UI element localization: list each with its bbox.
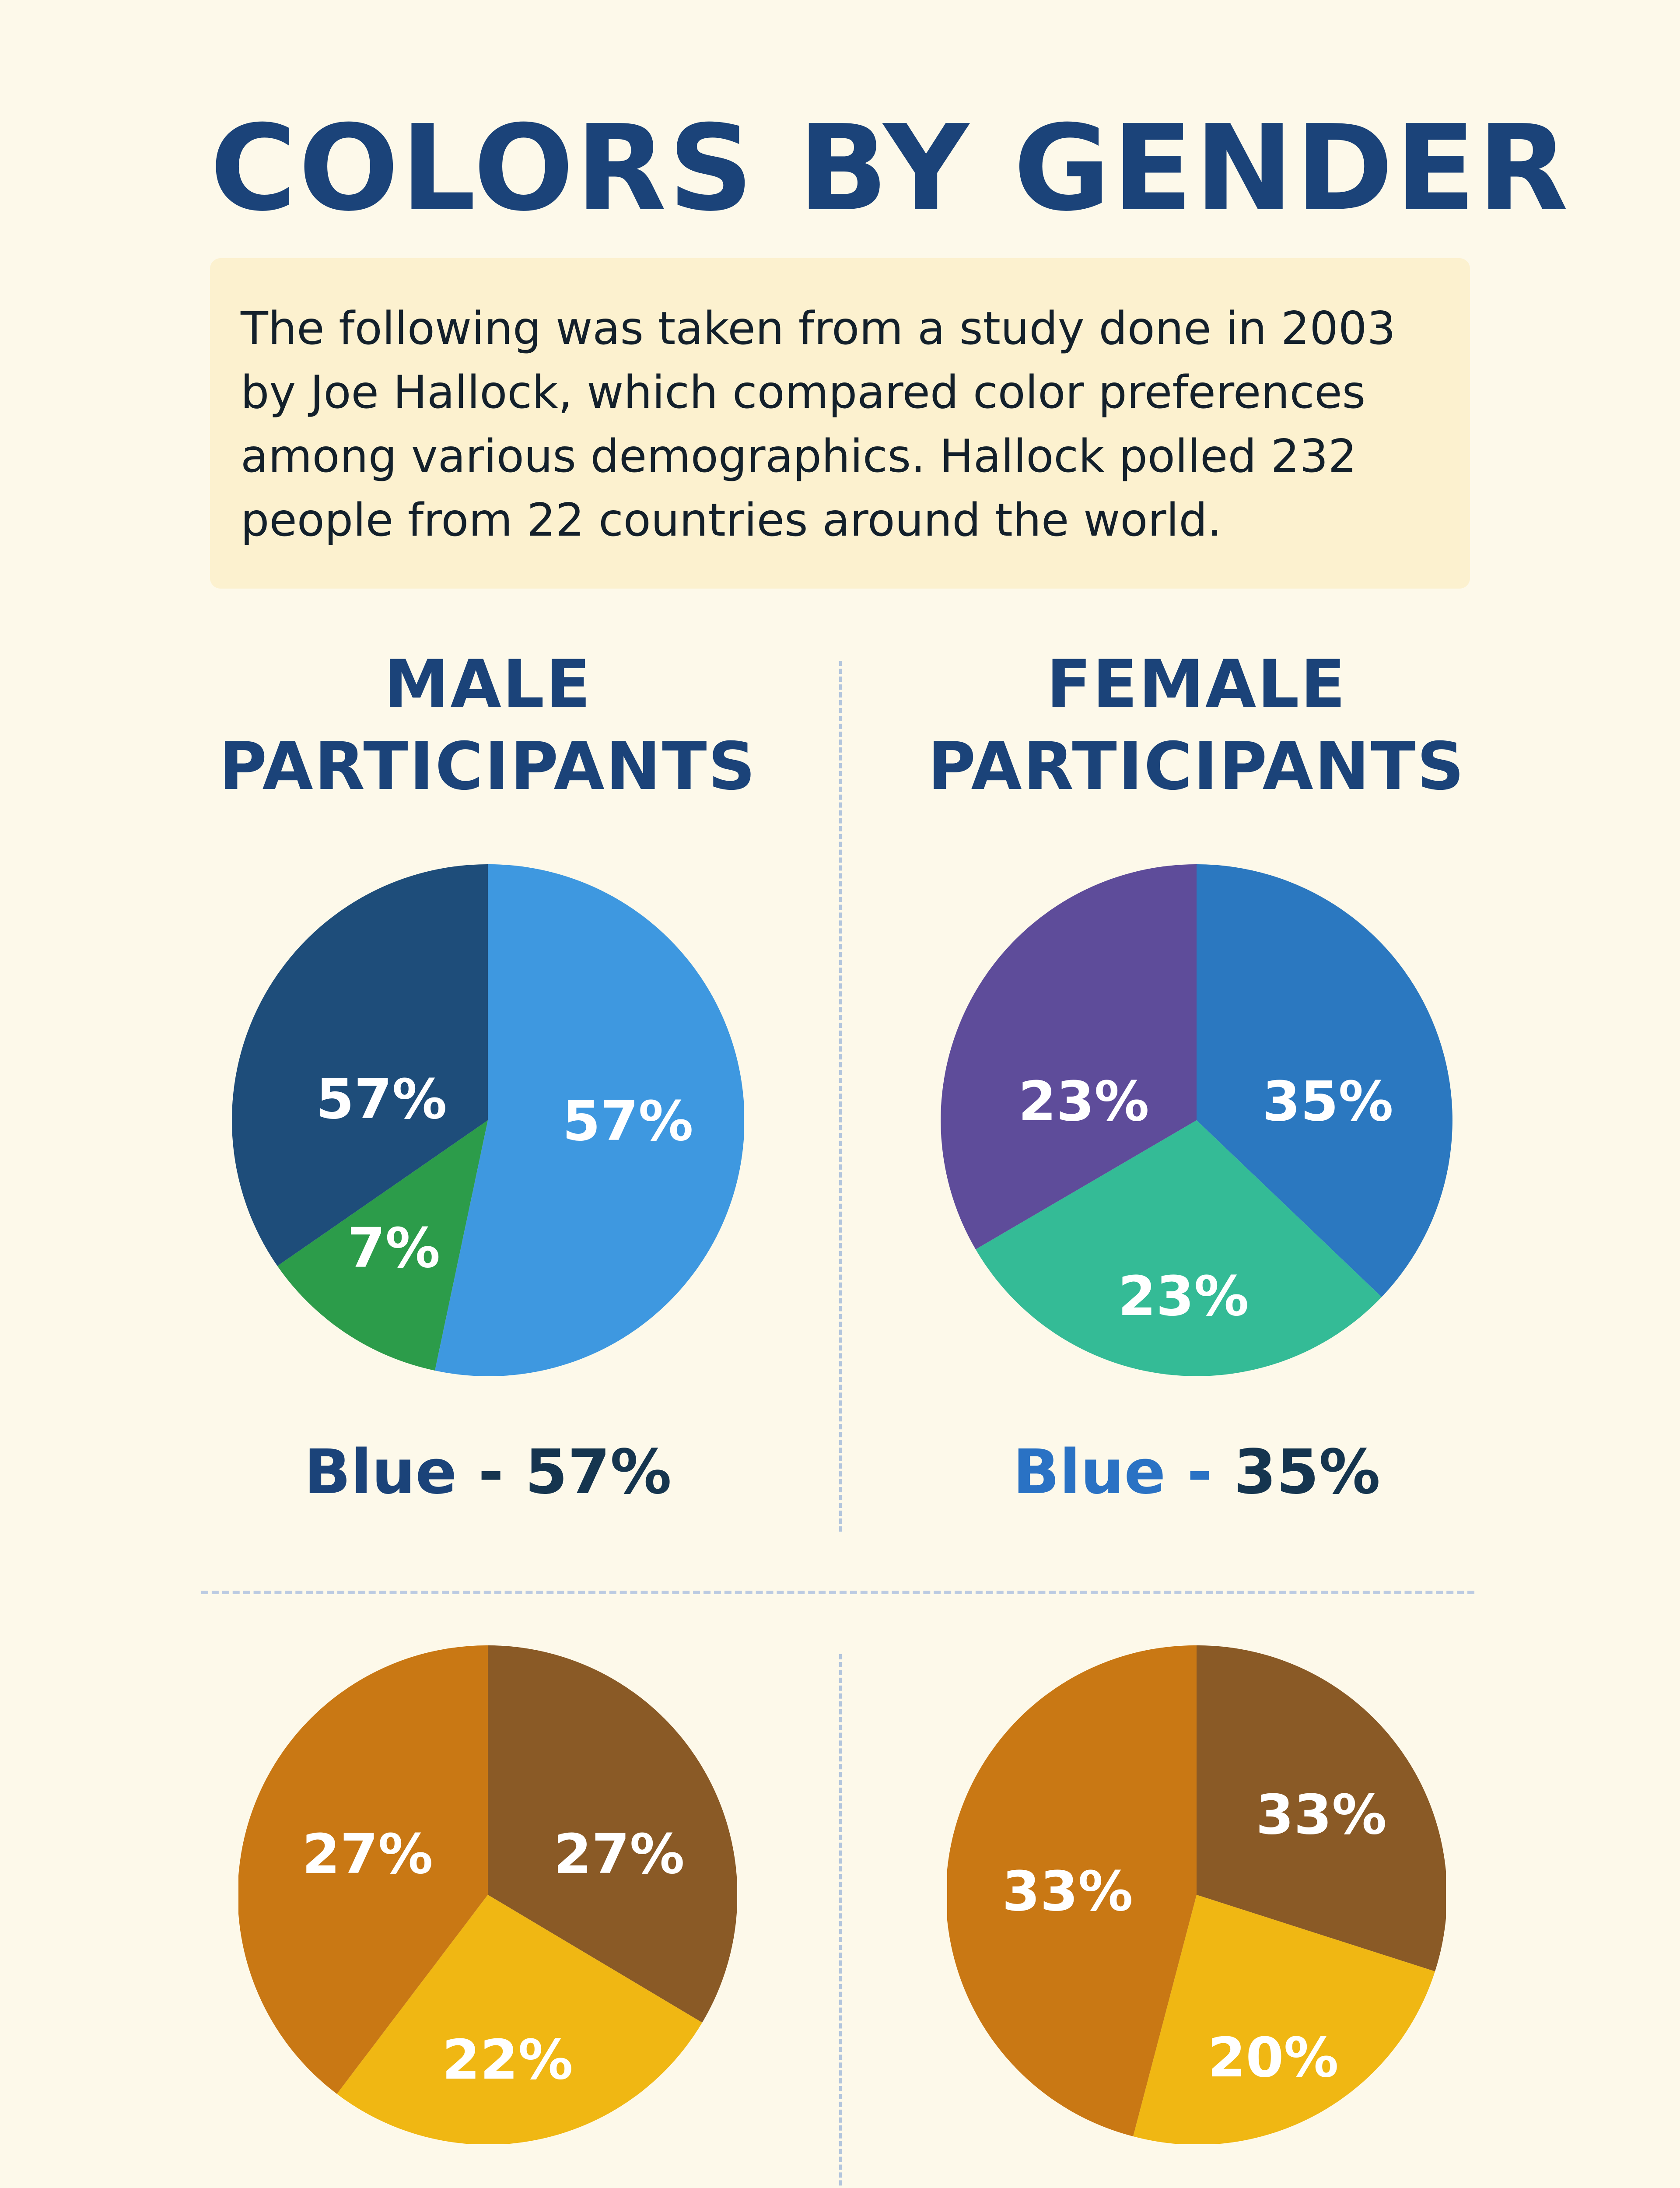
caption-value: 57% — [525, 1437, 672, 1508]
pie-slice-light-blue — [435, 864, 744, 1376]
pie-slice-teal — [976, 1120, 1382, 1376]
male-least-favorite-pie-chart: 27% 27% 22% — [238, 1645, 737, 2144]
male-favorite-caption: Blue - 57% — [182, 1442, 794, 1503]
pie-slice-orange — [238, 1645, 488, 2094]
pie-label: 57% — [316, 1068, 447, 1131]
pie-label: 33% — [1002, 1860, 1133, 1923]
pie-label: 35% — [1262, 1070, 1393, 1133]
caption-separator: - — [457, 1437, 525, 1508]
pie-label: 33% — [1256, 1783, 1386, 1847]
intro-box: The following was taken from a study don… — [210, 258, 1470, 589]
male-favorite-pie-chart: 57% 57% 7% — [232, 864, 744, 1376]
pie-label: 23% — [1118, 1265, 1249, 1328]
pie-label: 7% — [347, 1217, 440, 1280]
pie-slice-navy — [232, 864, 488, 1266]
horizontal-divider — [201, 1591, 1474, 1594]
pie-slice-purple — [941, 864, 1197, 1249]
pie-slice-yellow — [1133, 1895, 1435, 2144]
male-heading-line2: PARTICIPANTS — [219, 729, 757, 805]
pie-slice-green — [277, 1120, 488, 1371]
intro-text: The following was taken from a study don… — [241, 302, 1396, 547]
pie-label: 22% — [442, 2028, 573, 2092]
female-favorite-pie-chart: 23% 35% 23% — [941, 864, 1452, 1376]
vertical-divider-top — [839, 661, 842, 1532]
female-heading-line1: FEMALE — [1046, 646, 1347, 722]
male-heading: MALE PARTICIPANTS — [182, 643, 794, 808]
female-heading: FEMALE PARTICIPANTS — [890, 643, 1503, 808]
pie-label: 27% — [302, 1823, 433, 1886]
pie-label: 57% — [562, 1090, 693, 1153]
caption-value: 35% — [1233, 1437, 1381, 1508]
page-title: COLORS BY GENDER — [210, 99, 1571, 237]
pie-slice-brown — [488, 1645, 737, 2023]
pie-slice-yellow — [337, 1895, 702, 2144]
male-heading-line1: MALE — [384, 646, 592, 722]
caption-separator: - — [1166, 1437, 1234, 1508]
pie-label: 27% — [553, 1823, 684, 1886]
vertical-divider-bottom — [839, 1654, 842, 2188]
caption-color-name: Blue — [304, 1437, 457, 1508]
pie-label: 20% — [1208, 2026, 1338, 2090]
female-least-favorite-pie-chart: 33% 33% 20% — [947, 1645, 1446, 2144]
pie-slice-blue — [1197, 864, 1452, 1297]
pie-label: 23% — [1018, 1070, 1149, 1133]
pie-slice-orange — [947, 1645, 1197, 2136]
caption-color-name: Blue — [1012, 1437, 1166, 1508]
female-favorite-caption: Blue - 35% — [890, 1442, 1503, 1503]
pie-slice-brown — [1197, 1645, 1446, 1971]
female-heading-line2: PARTICIPANTS — [928, 729, 1466, 805]
